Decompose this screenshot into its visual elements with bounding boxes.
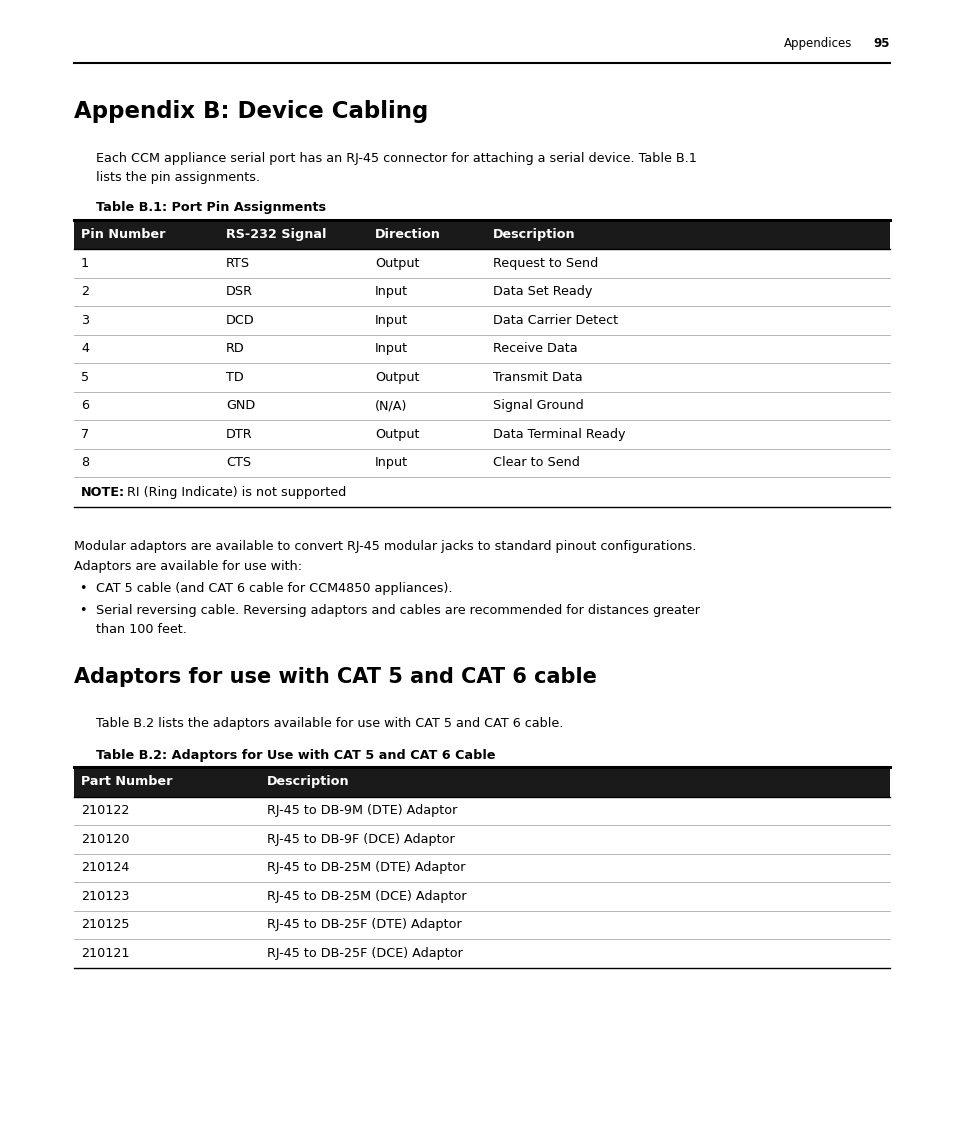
Text: DTR: DTR [226, 428, 253, 441]
Text: Input: Input [375, 342, 408, 355]
Text: (N/A): (N/A) [375, 400, 407, 412]
Text: RJ-45 to DB-25M (DCE) Adaptor: RJ-45 to DB-25M (DCE) Adaptor [267, 890, 466, 902]
Text: 4: 4 [81, 342, 89, 355]
Text: RJ-45 to DB-9M (DTE) Adaptor: RJ-45 to DB-9M (DTE) Adaptor [267, 804, 456, 818]
Bar [74, 767, 889, 797]
Text: Adaptors are available for use with:: Adaptors are available for use with: [74, 560, 302, 572]
Bar [74, 220, 889, 248]
Text: DSR: DSR [226, 285, 253, 298]
Text: RD: RD [226, 342, 245, 355]
Text: Serial reversing cable. Reversing adaptors and cables are recommended for distan: Serial reversing cable. Reversing adapto… [96, 603, 700, 616]
Text: Request to Send: Request to Send [493, 256, 598, 270]
Text: RJ-45 to DB-25F (DCE) Adaptor: RJ-45 to DB-25F (DCE) Adaptor [267, 947, 462, 960]
Text: Adaptors for use with CAT 5 and CAT 6 cable: Adaptors for use with CAT 5 and CAT 6 ca… [74, 668, 597, 687]
Text: 1: 1 [81, 256, 89, 270]
Text: Output: Output [375, 371, 418, 384]
Text: Data Set Ready: Data Set Ready [493, 285, 592, 298]
Text: Output: Output [375, 428, 418, 441]
Text: Input: Input [375, 314, 408, 326]
Text: 210120: 210120 [81, 832, 130, 846]
Text: Clear to Send: Clear to Send [493, 456, 579, 469]
Text: CAT 5 cable (and CAT 6 cable for CCM4850 appliances).: CAT 5 cable (and CAT 6 cable for CCM4850… [96, 582, 452, 594]
Text: 210121: 210121 [81, 947, 130, 960]
Text: Table B.2: Adaptors for Use with CAT 5 and CAT 6 Cable: Table B.2: Adaptors for Use with CAT 5 a… [96, 749, 495, 763]
Text: NOTE:: NOTE: [81, 485, 125, 498]
Text: Data Terminal Ready: Data Terminal Ready [493, 428, 625, 441]
Text: RI (Ring Indicate) is not supported: RI (Ring Indicate) is not supported [123, 485, 346, 498]
Text: Output: Output [375, 256, 418, 270]
Text: Receive Data: Receive Data [493, 342, 578, 355]
Text: Input: Input [375, 456, 408, 469]
Text: 7: 7 [81, 428, 89, 441]
Text: 210125: 210125 [81, 918, 130, 931]
Text: TD: TD [226, 371, 244, 384]
Text: 8: 8 [81, 456, 89, 469]
Text: Signal Ground: Signal Ground [493, 400, 583, 412]
Text: 5: 5 [81, 371, 89, 384]
Text: •: • [79, 603, 87, 616]
Text: 95: 95 [873, 37, 889, 50]
Text: 210122: 210122 [81, 804, 130, 818]
Text: CTS: CTS [226, 456, 251, 469]
Text: Table B.2 lists the adaptors available for use with CAT 5 and CAT 6 cable.: Table B.2 lists the adaptors available f… [96, 717, 563, 731]
Text: 6: 6 [81, 400, 89, 412]
Text: Direction: Direction [375, 228, 440, 240]
Text: •: • [79, 582, 87, 594]
Text: Description: Description [493, 228, 575, 240]
Text: Transmit Data: Transmit Data [493, 371, 582, 384]
Text: RJ-45 to DB-9F (DCE) Adaptor: RJ-45 to DB-9F (DCE) Adaptor [267, 832, 455, 846]
Text: Appendices: Appendices [782, 37, 851, 50]
Text: than 100 feet.: than 100 feet. [96, 623, 187, 635]
Text: RS-232 Signal: RS-232 Signal [226, 228, 327, 240]
Text: lists the pin assignments.: lists the pin assignments. [96, 172, 260, 184]
Text: 210123: 210123 [81, 890, 130, 902]
Text: 2: 2 [81, 285, 89, 298]
Text: DCD: DCD [226, 314, 254, 326]
Text: Part Number: Part Number [81, 775, 172, 788]
Text: GND: GND [226, 400, 255, 412]
Text: Table B.1: Port Pin Assignments: Table B.1: Port Pin Assignments [96, 202, 326, 214]
Text: Data Carrier Detect: Data Carrier Detect [493, 314, 618, 326]
Text: Each CCM appliance serial port has an RJ-45 connector for attaching a serial dev: Each CCM appliance serial port has an RJ… [96, 152, 696, 165]
Text: Modular adaptors are available to convert RJ-45 modular jacks to standard pinout: Modular adaptors are available to conver… [74, 540, 696, 553]
Text: RTS: RTS [226, 256, 250, 270]
Text: Description: Description [267, 775, 350, 788]
Text: RJ-45 to DB-25F (DTE) Adaptor: RJ-45 to DB-25F (DTE) Adaptor [267, 918, 461, 931]
Text: RJ-45 to DB-25M (DTE) Adaptor: RJ-45 to DB-25M (DTE) Adaptor [267, 861, 465, 875]
Text: Appendix B: Device Cabling: Appendix B: Device Cabling [74, 100, 428, 123]
Text: 210124: 210124 [81, 861, 130, 875]
Text: Pin Number: Pin Number [81, 228, 165, 240]
Text: Input: Input [375, 285, 408, 298]
Text: 3: 3 [81, 314, 89, 326]
